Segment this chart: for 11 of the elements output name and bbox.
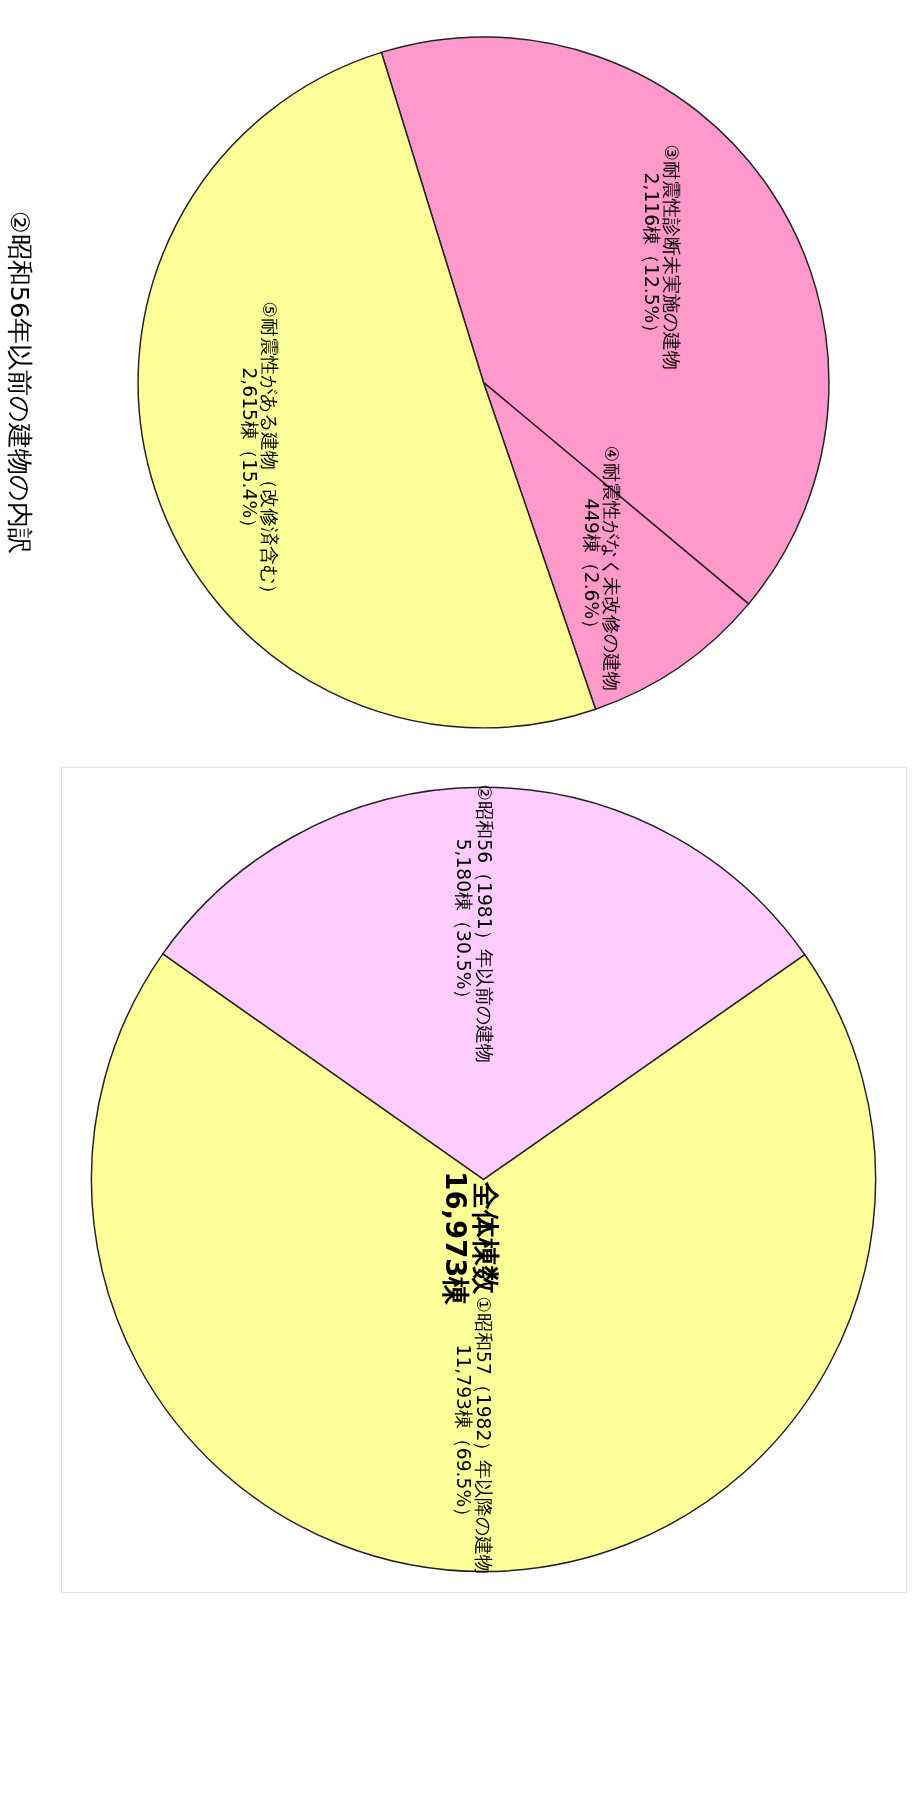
data-label: 5,180棟（30.5%）	[453, 838, 475, 1009]
slice-label: ①昭和57（1982）年以降の建物	[473, 1296, 495, 1575]
text: ②昭和56年以前の建物の内訳	[4, 210, 35, 555]
data-label: 449棟（2.6%）	[580, 498, 602, 639]
slice-label: ④耐震性がなく未改修の建物	[601, 445, 623, 691]
slice-label: ③耐震性診断未実施の建物	[661, 144, 683, 371]
data-label: 11,793棟（69.5%）	[452, 1344, 474, 1527]
data-label: 2,615棟（15.4%）	[238, 367, 260, 538]
slice-label: ⑤耐震性がある建物（改修済含む）	[259, 301, 281, 604]
slice-label: ②昭和56（1981）年以前の建物	[473, 784, 495, 1063]
data-label: 2,116棟（12.5%）	[640, 172, 662, 343]
